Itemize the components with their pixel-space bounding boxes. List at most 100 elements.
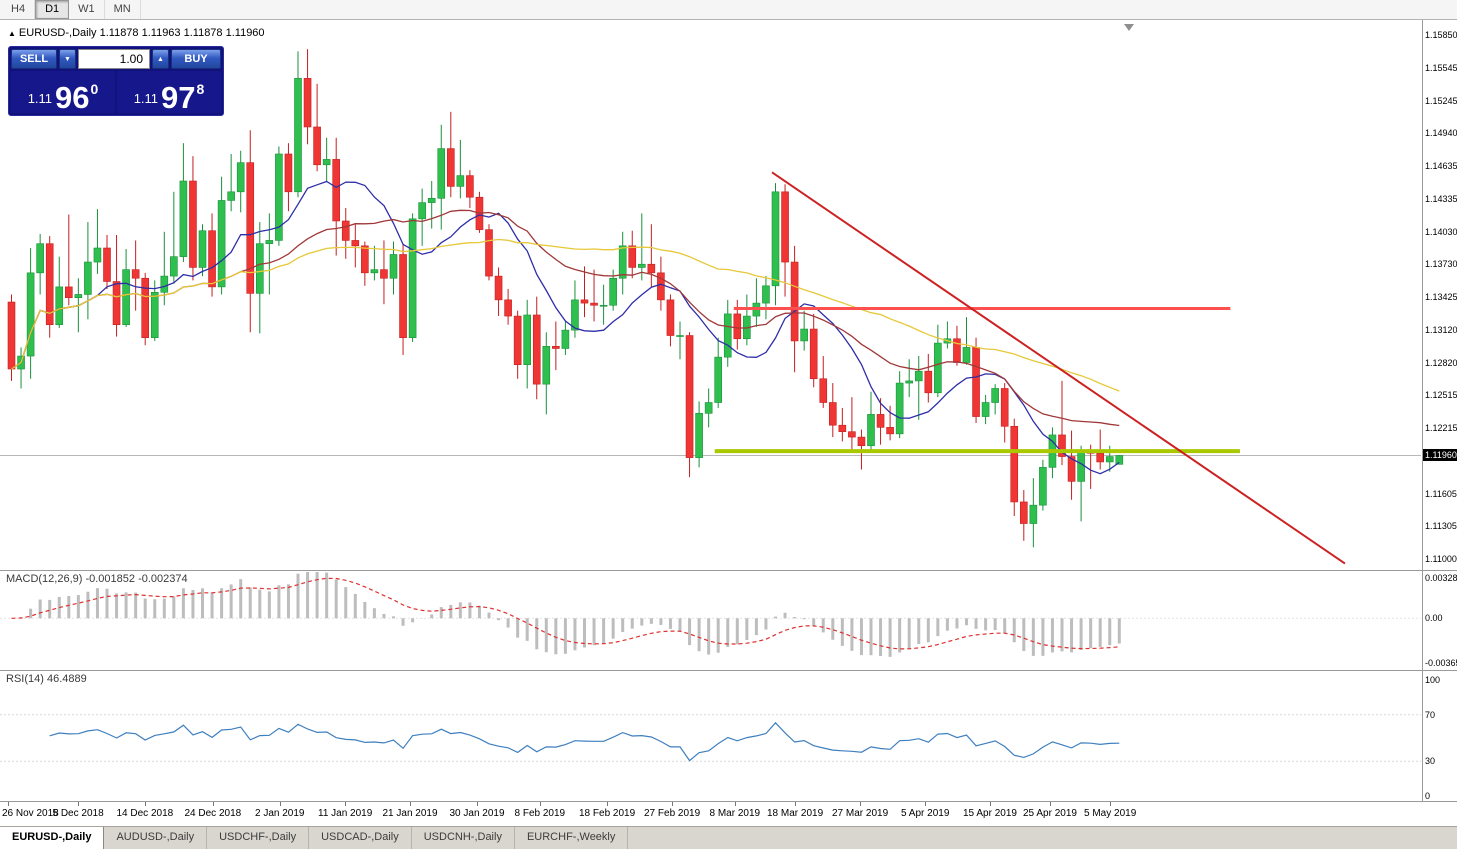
date-tick <box>477 802 478 806</box>
date-label: 2 Jan 2019 <box>255 808 305 819</box>
rsi-chart[interactable] <box>0 671 1421 801</box>
ma-50-line <box>11 238 1120 392</box>
price-chart-panel: ▲ EURUSD-,Daily 1.11878 1.11963 1.11878 1… <box>0 20 1457 570</box>
tab-eurusd-daily[interactable]: EURUSD-,Daily <box>0 827 105 849</box>
lot-size-input[interactable] <box>78 49 150 69</box>
candle <box>819 378 828 403</box>
candle <box>236 162 245 193</box>
timeframe-mn[interactable]: MN <box>105 0 141 19</box>
candle <box>666 299 675 336</box>
candle <box>924 370 933 394</box>
candle <box>408 218 417 338</box>
candle <box>1039 467 1047 506</box>
candle <box>676 335 684 337</box>
candle <box>561 329 570 349</box>
date-label: 15 Apr 2019 <box>963 808 1017 819</box>
price-axis[interactable]: 1.15850 1.15545 1.15245 1.14940 1.14635 1.143… <box>1422 20 1457 570</box>
candle <box>7 301 16 370</box>
candle <box>265 240 274 244</box>
candle <box>1058 434 1066 457</box>
tab-audusd-daily[interactable]: AUDUSD-,Daily <box>104 827 208 849</box>
chart-title: ▲ EURUSD-,Daily 1.11878 1.11963 1.11878 1… <box>8 27 265 39</box>
candle <box>972 347 980 417</box>
date-label: 5 Dec 2018 <box>52 808 104 819</box>
rsi-axis: 100 70 30 0 <box>1422 671 1457 801</box>
candle <box>848 431 856 438</box>
candle <box>494 275 503 301</box>
candle <box>704 402 713 414</box>
panel-separator[interactable] <box>0 570 1457 571</box>
price-tick: 1.11605 <box>1425 488 1457 499</box>
price-tick: 1.13120 <box>1425 325 1457 336</box>
macd-tick: 0.00 <box>1425 613 1443 624</box>
date-label: 24 Dec 2018 <box>184 808 242 819</box>
price-tick: 1.12515 <box>1425 390 1457 401</box>
tab-usdcnh-daily[interactable]: USDCNH-,Daily <box>412 827 515 849</box>
candle <box>466 175 474 198</box>
candle <box>370 269 379 274</box>
candle <box>532 314 541 385</box>
date-tick <box>8 802 9 806</box>
candle <box>303 78 312 128</box>
tab-usdchf-daily[interactable]: USDCHF-,Daily <box>207 827 310 849</box>
candle <box>313 126 321 166</box>
date-label: 14 Dec 2018 <box>116 808 174 819</box>
sell-button[interactable]: SELL <box>11 49 57 69</box>
macd-panel: MACD(12,26,9) -0.001852 -0.002374 0.0032… <box>0 571 1457 670</box>
candle <box>418 202 426 220</box>
buy-price-display[interactable]: 1.11 97 8 <box>117 71 221 113</box>
candle <box>1029 504 1038 524</box>
date-label: 25 Apr 2019 <box>1023 808 1077 819</box>
timeframe-w1[interactable]: W1 <box>69 0 105 19</box>
candle <box>571 299 579 331</box>
date-label: 8 Mar 2019 <box>709 808 761 819</box>
date-label: 30 Jan 2019 <box>449 808 505 819</box>
date-axis[interactable]: 26 Nov 2018 5 Dec 2018 14 Dec 2018 24 Dec 2… <box>0 802 1457 826</box>
candle <box>103 247 111 282</box>
candle <box>1115 455 1124 465</box>
buy-price-sup: 8 <box>196 81 205 97</box>
candle <box>934 342 942 394</box>
candle <box>523 314 532 365</box>
sell-price-display[interactable]: 1.11 96 0 <box>11 71 115 113</box>
date-label: 5 Apr 2019 <box>901 808 950 819</box>
candle <box>217 200 226 288</box>
date-tick <box>145 802 146 806</box>
candle <box>294 78 302 193</box>
candle <box>637 263 646 268</box>
candle <box>876 414 885 428</box>
date-tick <box>78 802 79 806</box>
tab-usdcad-daily[interactable]: USDCAD-,Daily <box>309 827 412 849</box>
candle <box>647 263 656 274</box>
rsi-tick: 0 <box>1425 791 1431 801</box>
candle <box>609 277 617 306</box>
price-chart[interactable] <box>0 20 1421 570</box>
candle <box>141 277 149 338</box>
candle <box>771 191 780 287</box>
macd-tick: -0.00365 <box>1425 658 1457 668</box>
buy-button[interactable]: BUY <box>171 49 221 69</box>
candle <box>695 413 703 458</box>
lot-decrease-button[interactable]: ▼ <box>59 49 76 69</box>
panel-separator[interactable] <box>0 670 1457 671</box>
trend-line[interactable] <box>771 171 1346 565</box>
macd-chart[interactable] <box>0 571 1421 670</box>
date-tick <box>540 802 541 806</box>
price-tick: 1.12820 <box>1425 357 1457 368</box>
date-label: 27 Feb 2019 <box>644 808 701 819</box>
rsi-tick: 70 <box>1425 709 1436 720</box>
tab-eurchf-weekly[interactable]: EURCHF-,Weekly <box>515 827 629 849</box>
candle <box>800 328 808 342</box>
timeframe-h4[interactable]: H4 <box>2 0 36 19</box>
timeframe-d1[interactable]: D1 <box>35 0 70 19</box>
candle <box>723 313 732 358</box>
chart-shift-marker[interactable] <box>1124 24 1134 31</box>
candle <box>857 436 866 447</box>
lot-increase-button[interactable]: ▲ <box>152 49 169 69</box>
panel-collapse-icon[interactable]: ▲ <box>8 29 16 38</box>
candle <box>1096 453 1104 463</box>
candle <box>618 245 627 279</box>
candle <box>1077 450 1085 482</box>
price-tick: 1.15850 <box>1425 30 1457 41</box>
